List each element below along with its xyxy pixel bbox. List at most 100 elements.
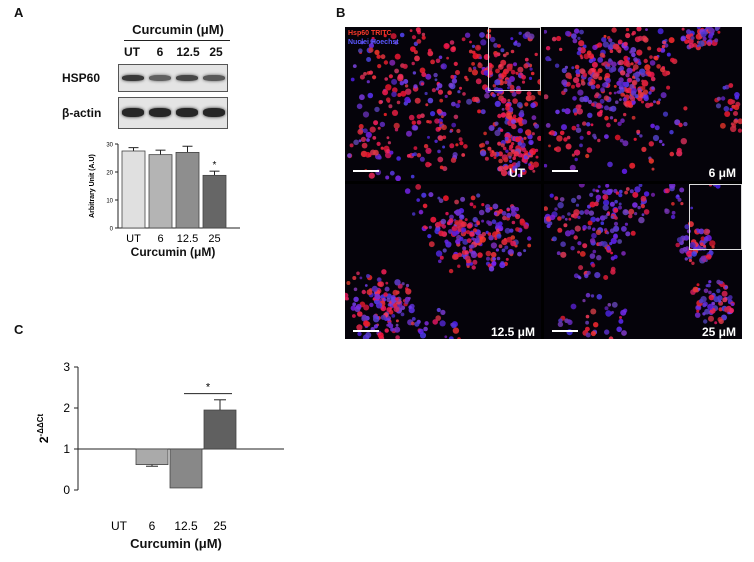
cell-dot — [525, 129, 532, 136]
cell-dot — [505, 106, 510, 111]
cell-dot — [724, 111, 731, 117]
cell-dot — [441, 224, 447, 229]
cell-dot — [574, 149, 581, 156]
cell-dot — [660, 47, 666, 53]
cell-dot — [515, 88, 522, 95]
cell-dot — [361, 142, 368, 149]
cell-dot — [591, 61, 598, 68]
cell-dot — [439, 165, 444, 170]
cell-dot — [643, 191, 650, 197]
cell-dot — [374, 293, 381, 300]
cell-dot — [616, 326, 622, 333]
cell-dot — [608, 67, 614, 73]
cell-dot — [545, 123, 551, 128]
cell-dot — [418, 328, 424, 335]
cell-dot — [662, 40, 666, 45]
cell-dot — [563, 88, 568, 93]
cell-dot — [386, 297, 391, 303]
cell-dot — [352, 302, 357, 307]
cell-dot — [606, 122, 611, 128]
cell-dot — [624, 222, 628, 226]
cell-dot — [590, 216, 597, 223]
cell-dot — [697, 287, 701, 291]
cell-dot — [656, 47, 662, 53]
cell-dot — [703, 244, 707, 248]
cell-dot — [472, 53, 479, 60]
cell-dot — [398, 303, 403, 308]
cell-dot — [451, 229, 459, 237]
cell-dot — [526, 91, 532, 96]
cell-dot — [500, 97, 507, 104]
cell-dot — [609, 201, 615, 207]
cell-dot — [477, 109, 482, 114]
cell-dot — [380, 146, 384, 150]
cell-dot — [611, 301, 618, 308]
cell-dot — [573, 28, 580, 34]
micro-cell-6um: 6 μM — [544, 27, 742, 181]
cell-dot — [521, 158, 526, 163]
cell-dot — [585, 332, 591, 338]
blot-title: Curcumin (μM) — [132, 22, 224, 37]
cell-dot — [509, 84, 515, 90]
cell-dot — [599, 52, 605, 58]
cell-dot — [524, 102, 529, 107]
cell-dot — [369, 302, 374, 308]
cell-dot — [622, 209, 629, 216]
cell-dot — [604, 134, 609, 139]
cell-dot — [703, 236, 709, 241]
cell-dot — [715, 184, 721, 189]
cell-dot — [574, 64, 580, 70]
cell-dot — [361, 289, 366, 295]
cell-dot — [501, 107, 505, 111]
cell-dot — [700, 31, 707, 38]
cell-dot — [619, 138, 624, 143]
cell-dot — [640, 204, 645, 209]
cell-dot — [499, 262, 506, 269]
cell-dot — [394, 326, 401, 333]
cell-dot — [714, 38, 719, 43]
cell-dot — [587, 220, 593, 226]
cell-dot — [421, 32, 426, 37]
cell-dot — [684, 257, 688, 261]
cell-dot — [634, 72, 640, 79]
cell-dot — [528, 76, 533, 80]
cell-dot — [722, 297, 728, 303]
cell-dot — [476, 193, 481, 198]
cell-dot — [391, 91, 397, 98]
cell-dot — [390, 296, 397, 303]
scale-bar — [353, 170, 379, 172]
cell-dot — [621, 330, 627, 336]
cell-dot — [528, 139, 534, 146]
cell-dot — [573, 77, 580, 84]
cell-dot — [510, 142, 515, 146]
cell-dot — [442, 145, 446, 149]
cell-dot — [586, 122, 591, 127]
cell-dot — [645, 102, 651, 109]
cell-dot — [602, 194, 609, 201]
cell-dot — [441, 111, 447, 117]
cell-dot — [461, 37, 466, 42]
cell-dot — [380, 54, 386, 60]
cell-dot — [617, 49, 622, 54]
cell-dot — [507, 86, 510, 90]
cell-dot — [716, 288, 721, 294]
cell-dot — [675, 242, 680, 248]
cell-dot — [602, 204, 609, 211]
cell-dot — [449, 214, 454, 220]
cell-dot — [587, 225, 592, 230]
cell-dot — [575, 127, 582, 133]
cell-dot — [428, 192, 434, 198]
cell-dot — [353, 296, 359, 302]
bar — [135, 448, 169, 465]
cell-dot — [730, 122, 734, 126]
cell-dot — [386, 136, 390, 140]
cell-dot — [444, 335, 448, 339]
cell-dot — [437, 135, 444, 141]
cell-dot — [506, 212, 512, 218]
cell-dot — [734, 95, 739, 100]
blot-lane-label: 25 — [209, 45, 223, 59]
cell-dot — [586, 270, 591, 275]
cell-dot — [494, 121, 499, 126]
cell-dot — [352, 64, 357, 68]
cell-dot — [664, 188, 670, 194]
